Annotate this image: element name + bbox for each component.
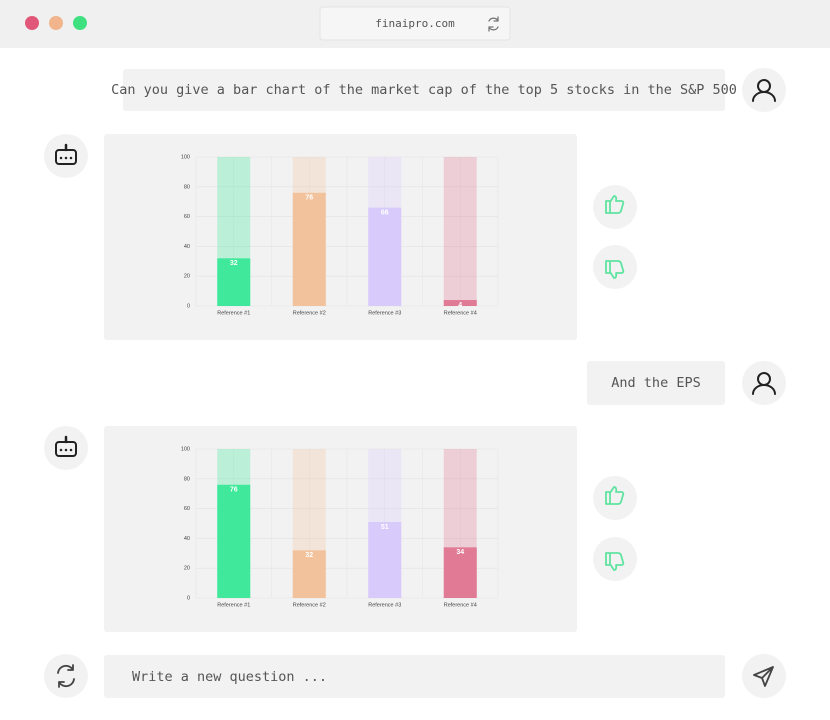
send-button[interactable]	[742, 654, 786, 698]
y-tick-label: 0	[187, 303, 190, 309]
url: finaipro.com	[375, 17, 455, 30]
y-tick-label: 60	[184, 506, 190, 512]
x-tick-label: Reference #1	[217, 310, 250, 316]
user-avatar	[742, 361, 786, 405]
x-tick-label: Reference #4	[444, 602, 477, 608]
user-bubble	[587, 361, 725, 405]
value-label: 51	[381, 524, 389, 531]
bar	[217, 258, 251, 306]
bar	[368, 207, 402, 306]
user-bubble	[123, 69, 725, 111]
y-tick-label: 100	[181, 446, 190, 452]
x-tick-label: Reference #4	[444, 310, 477, 316]
y-tick-label: 80	[184, 476, 190, 482]
bar-track	[443, 157, 477, 306]
chart-panel	[104, 134, 577, 340]
bar	[368, 522, 402, 598]
chart-panel	[104, 426, 577, 632]
y-tick-label: 100	[181, 154, 190, 160]
user-avatar	[742, 68, 786, 112]
x-tick-label: Reference #3	[368, 602, 401, 608]
bar	[217, 484, 251, 598]
x-tick-label: Reference #2	[293, 310, 326, 316]
bar	[292, 192, 326, 306]
value-label: 32	[305, 552, 313, 559]
user-message: And the EPS	[611, 375, 700, 391]
close-dot[interactable]	[25, 16, 39, 30]
y-tick-label: 0	[187, 595, 190, 601]
y-tick-label: 40	[184, 536, 190, 542]
url-box[interactable]	[319, 6, 511, 41]
value-label: 4	[458, 302, 462, 309]
input-placeholder: Write a new question ...	[132, 669, 327, 685]
question-input[interactable]	[104, 655, 725, 698]
thumbs-down-button[interactable]	[593, 537, 637, 581]
maximize-dot[interactable]	[73, 16, 87, 30]
value-label: 66	[381, 210, 389, 217]
y-tick-label: 80	[184, 184, 190, 190]
y-tick-label: 20	[184, 274, 190, 280]
bot-avatar	[44, 426, 88, 470]
y-tick-label: 40	[184, 244, 190, 250]
bar	[292, 550, 326, 598]
bot-avatar	[44, 134, 88, 178]
new-chat-button[interactable]	[44, 654, 88, 698]
x-tick-label: Reference #2	[293, 602, 326, 608]
value-label: 76	[305, 195, 313, 202]
user-message: Can you give a bar chart of the market c…	[111, 82, 737, 98]
value-label: 32	[230, 260, 238, 267]
y-tick-label: 60	[184, 214, 190, 220]
bar	[443, 547, 477, 598]
value-label: 76	[230, 487, 238, 494]
minimize-dot[interactable]	[49, 16, 63, 30]
reload-icon[interactable]	[488, 16, 499, 32]
x-tick-label: Reference #3	[368, 310, 401, 316]
thumbs-up-button[interactable]	[593, 185, 637, 229]
thumbs-down-button[interactable]	[593, 245, 637, 289]
thumbs-up-button[interactable]	[593, 476, 637, 520]
value-label: 34	[456, 549, 464, 556]
x-tick-label: Reference #1	[217, 602, 250, 608]
bar	[443, 300, 477, 306]
y-tick-label: 20	[184, 566, 190, 572]
